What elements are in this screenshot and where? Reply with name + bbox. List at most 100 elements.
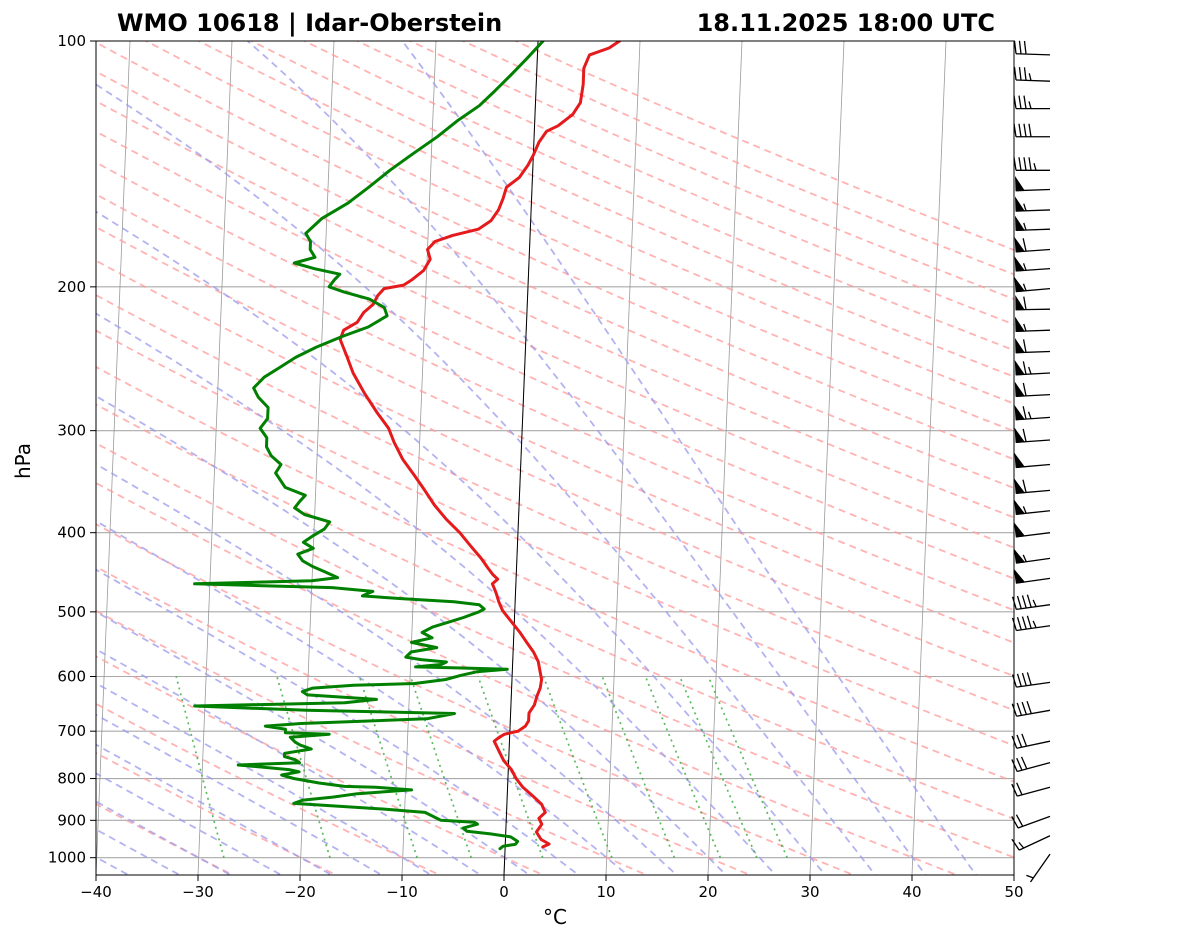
y-tick-label: 300 <box>57 422 86 440</box>
mixing-ratio-line <box>644 676 722 859</box>
wind-barb-full <box>1028 157 1032 171</box>
wind-barb-shaft <box>1016 740 1051 749</box>
wind-barb <box>1011 672 1051 688</box>
dry-adiabat <box>96 226 1014 644</box>
y-tick-label: 200 <box>57 278 86 296</box>
wind-barb-full <box>1013 157 1017 171</box>
wind-barb <box>1011 733 1051 749</box>
wind-barb <box>1015 196 1051 212</box>
wind-barb <box>1014 452 1051 469</box>
wind-barb-full <box>1018 67 1022 81</box>
dry-adiabat <box>462 41 1014 276</box>
wind-barb-full <box>1023 157 1027 171</box>
wind-barb-flag <box>1014 478 1026 494</box>
wind-barb-full <box>1022 428 1027 442</box>
moist-adiabat <box>96 312 777 875</box>
mixing-ratio-line <box>707 676 788 859</box>
x-tick-label: 30 <box>800 883 819 901</box>
wind-barb-full <box>1016 734 1023 748</box>
wind-barb <box>1014 427 1051 444</box>
wind-barb-full <box>1016 782 1023 796</box>
y-tick-label: 100 <box>57 32 86 50</box>
y-tick-label: 1000 <box>48 849 86 867</box>
mixing-ratio-line <box>477 676 544 858</box>
wind-barb-half <box>1023 203 1027 211</box>
dry-adiabat <box>96 193 1014 612</box>
dry-adiabat <box>96 609 649 875</box>
wind-barb-full <box>1023 40 1027 55</box>
wind-barb-full <box>1011 735 1018 749</box>
wind-barb <box>1015 295 1051 311</box>
wind-barb-full <box>1022 339 1027 353</box>
y-axis-label: hPa <box>11 443 35 479</box>
y-tick-label: 600 <box>57 668 86 686</box>
wind-barb <box>1014 237 1051 253</box>
wind-barb-full <box>1016 702 1023 716</box>
wind-barb-full <box>1013 40 1017 54</box>
x-tick-label: 10 <box>596 883 615 901</box>
dry-adiabat <box>96 130 1014 549</box>
wind-barb-flag <box>1014 405 1025 421</box>
wind-barb <box>1015 175 1051 192</box>
x-tick-label: 50 <box>1004 883 1023 901</box>
wind-barb-half <box>1018 841 1025 849</box>
wind-barb-flag <box>1013 568 1026 584</box>
wind-barb-shaft <box>1015 53 1051 56</box>
wind-barb-full <box>1011 783 1018 797</box>
wind-barb <box>1013 66 1051 82</box>
wind-barbs <box>1011 40 1051 883</box>
mixing-ratio-line <box>601 676 676 859</box>
x-tick-label: −40 <box>80 883 112 901</box>
wind-barb-flag <box>1015 215 1025 231</box>
wind-barb-flag <box>1013 548 1026 564</box>
dry-adiabat <box>96 482 960 875</box>
dry-adiabat <box>145 41 1014 433</box>
x-tick-label: 20 <box>698 883 717 901</box>
mixing-ratio-line <box>679 676 758 859</box>
wind-barb <box>1011 594 1051 611</box>
wind-barb <box>1015 337 1051 354</box>
wind-barb <box>1015 215 1051 232</box>
wind-barb-flag <box>1014 381 1025 397</box>
wind-barb-flag <box>1014 427 1025 443</box>
wind-barb-full <box>1018 40 1022 54</box>
dry-adiabat <box>96 442 1014 859</box>
moist-adiabat <box>96 520 629 875</box>
wind-barb <box>1014 276 1051 293</box>
wind-barb-half <box>1032 620 1037 628</box>
mixing-ratio-line <box>358 676 419 858</box>
wind-barb-full <box>1021 733 1028 747</box>
wind-barb-half <box>1023 323 1027 332</box>
wind-barb-full <box>1021 701 1027 715</box>
dry-adiabat <box>96 403 1014 820</box>
wind-barb-shaft <box>1016 709 1051 717</box>
wind-barb-half <box>1033 163 1037 171</box>
sounding-traces <box>193 41 622 851</box>
x-tick-label: 0 <box>499 883 509 901</box>
wind-barb <box>1013 522 1051 538</box>
time-title: 18.11.2025 18:00 UTC <box>697 9 995 37</box>
dry-adiabat <box>96 702 442 875</box>
wind-barb-flag <box>1014 276 1026 293</box>
moist-adiabat <box>96 568 580 875</box>
isotherm <box>96 41 131 875</box>
wind-barb-flag <box>1014 237 1025 253</box>
moist-adiabat <box>401 41 978 875</box>
wind-barb <box>1015 316 1051 333</box>
moist-adiabat <box>96 395 728 875</box>
moist-adiabat <box>247 41 927 875</box>
wind-barb <box>1014 405 1051 421</box>
wind-barb-half <box>1028 73 1032 81</box>
moist-adiabat <box>96 648 483 875</box>
wind-barb <box>1011 835 1051 851</box>
isotherm <box>911 41 947 875</box>
wind-barb-full <box>1023 67 1027 81</box>
wind-barb-full <box>1011 838 1020 851</box>
y-tick-label: 400 <box>57 524 86 542</box>
wind-barb-full <box>1011 617 1017 631</box>
wind-barb <box>1011 756 1051 773</box>
wind-barb-full <box>1028 123 1032 137</box>
wind-barb-full <box>1018 95 1022 109</box>
wind-barb <box>1011 615 1051 632</box>
